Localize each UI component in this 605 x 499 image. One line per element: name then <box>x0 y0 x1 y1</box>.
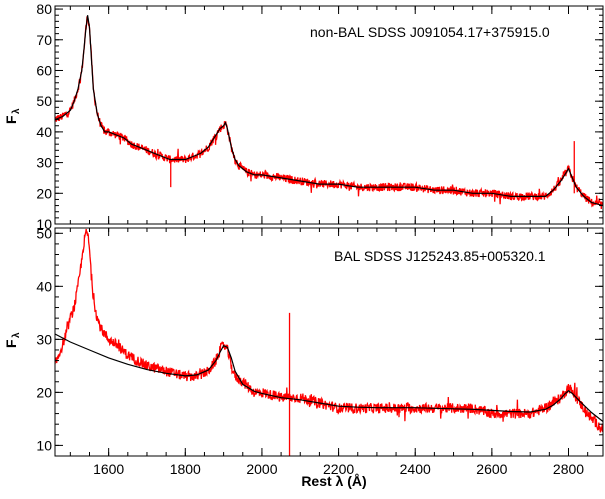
bottom-ytick-label-10: 10 <box>36 437 52 453</box>
bottom-ytick-label-40: 40 <box>36 278 52 294</box>
bottom-plot-area <box>55 228 603 456</box>
top-ytick-label-70: 70 <box>36 32 52 48</box>
top-ytick-label-60: 60 <box>36 62 52 78</box>
top-ytick-label-30: 30 <box>36 155 52 171</box>
top-frame <box>54 5 604 225</box>
bottom-y-axis-label: F λ <box>3 332 22 348</box>
top-ytick-label-50: 50 <box>36 93 52 109</box>
top-ytick-label-10: 10 <box>36 216 52 232</box>
xtick-label-1600: 1600 <box>93 461 124 477</box>
top-y-axis-label-sub: λ <box>11 108 22 114</box>
bottom-ytick-label-20: 20 <box>36 384 52 400</box>
bottom-frame <box>54 227 604 457</box>
bottom-panel: 10 20 30 40 50 1600 1800 2000 2200 2400 2600 2800 <box>36 225 604 477</box>
xtick-label-1800: 1800 <box>170 461 201 477</box>
top-ytick-label-20: 20 <box>36 185 52 201</box>
top-ytick-label-40: 40 <box>36 124 52 140</box>
bottom-ytick-label-50: 50 <box>36 225 52 241</box>
top-panel: 10 20 30 40 50 60 70 80 <box>36 1 604 232</box>
xtick-label-2200: 2200 <box>323 461 354 477</box>
xtick-label-2400: 2400 <box>400 461 431 477</box>
bottom-annotation: BAL SDSS J125243.85+005320.1 <box>334 248 546 264</box>
top-annotation: non-BAL SDSS J091054.17+375915.0 <box>310 24 550 40</box>
top-spectrum-line <box>55 16 603 210</box>
top-fit-line <box>55 15 603 207</box>
top-ytick-label-80: 80 <box>36 1 52 17</box>
top-y-axis-label-main: F <box>3 115 19 124</box>
bottom-y-axis-label-main: F <box>3 339 19 348</box>
xtick-label-2600: 2600 <box>476 461 507 477</box>
top-y-axis-label: F λ <box>3 108 22 124</box>
x-axis-label: Rest λ (Å) <box>301 473 366 489</box>
top-plot-area <box>55 15 603 210</box>
xtick-label-2000: 2000 <box>246 461 277 477</box>
bottom-ytick-label-30: 30 <box>36 331 52 347</box>
bottom-y-axis-label-sub: λ <box>11 332 22 338</box>
bottom-fit-line <box>55 333 603 422</box>
xtick-label-2800: 2800 <box>553 461 584 477</box>
